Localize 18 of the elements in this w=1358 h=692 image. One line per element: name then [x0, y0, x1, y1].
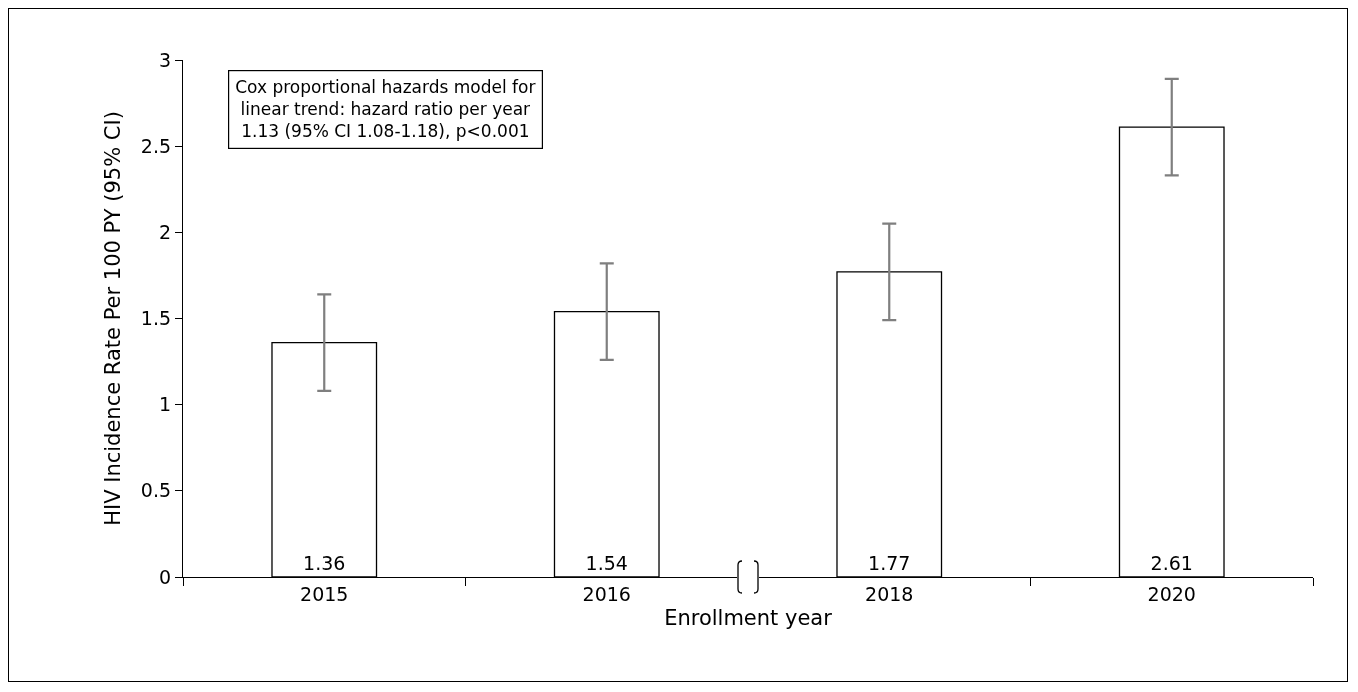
y-tick-label: 2.5 — [140, 134, 172, 157]
data-label: 1.36 — [303, 552, 346, 574]
data-label: 1.54 — [585, 552, 628, 574]
y-tick-label: 1 — [158, 393, 172, 416]
x-tick-label: 2018 — [865, 582, 914, 605]
y-tick-label: 0 — [158, 565, 172, 588]
x-tick-label: 2015 — [300, 582, 349, 605]
x-axis-title: Enrollment year — [664, 606, 833, 631]
annotation: Cox proportional hazards model for linear trend: hazard ratio per year 1.13 (95% CI 1.08-1.18), p<0.001 — [235, 77, 536, 142]
x-tick-label: 2020 — [1147, 582, 1196, 605]
y-tick-label: 3 — [158, 48, 172, 71]
y-axis-title: HIV Incidence Rate Per 100 PY (95% CI) — [100, 111, 125, 526]
x-tick-label: 2016 — [582, 582, 631, 605]
y-tick-label: 1.5 — [140, 307, 172, 330]
y-tick-label: 2 — [158, 220, 172, 243]
data-label: 1.77 — [868, 552, 911, 574]
data-label: 2.61 — [1150, 552, 1193, 574]
y-tick-label: 0.5 — [140, 479, 172, 502]
